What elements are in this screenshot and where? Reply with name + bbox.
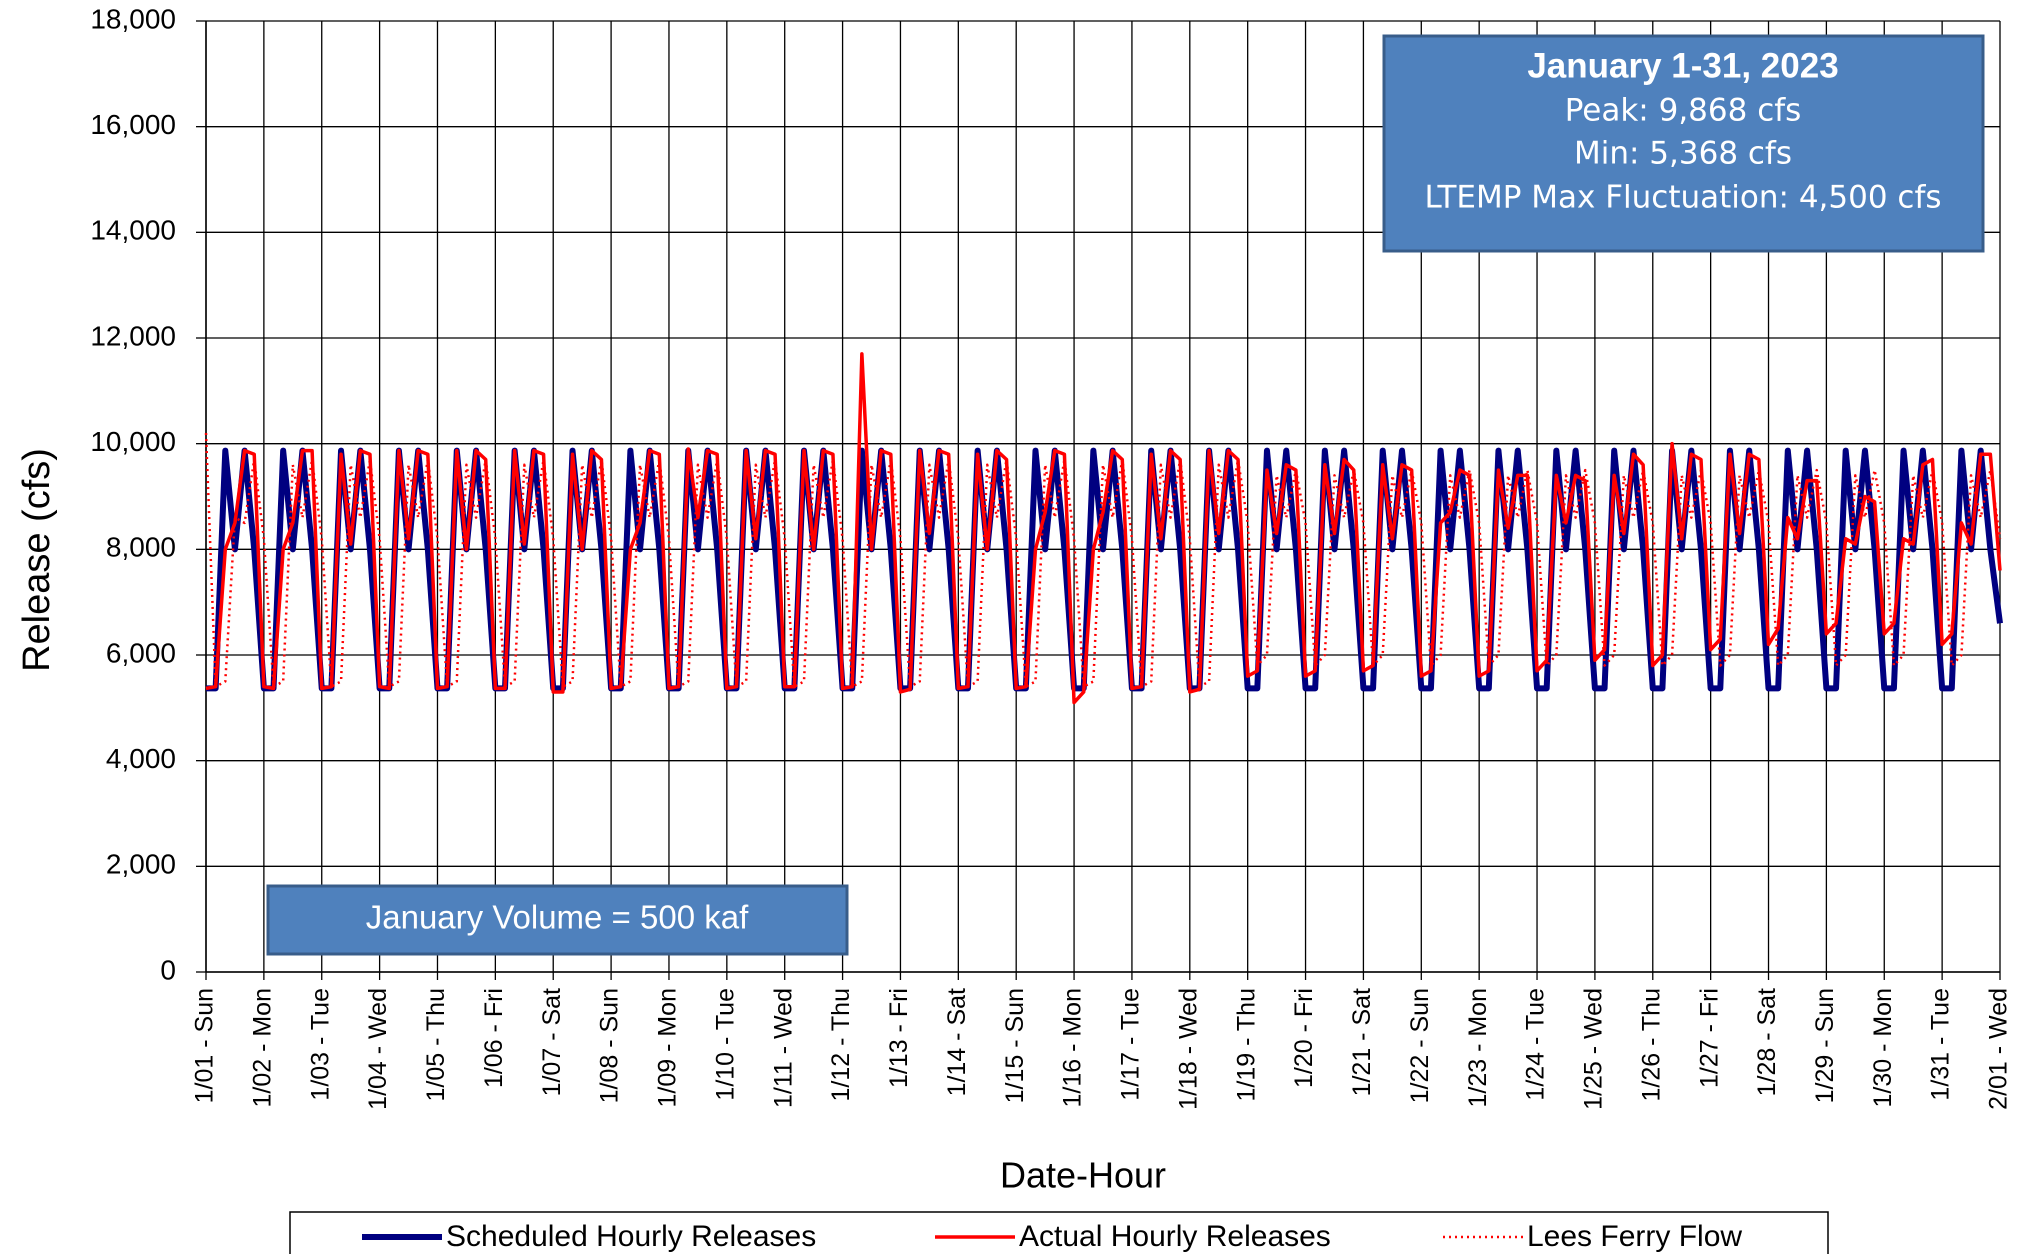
x-tick-label: 1/11 - Wed <box>769 988 797 1108</box>
legend-label: Scheduled Hourly Releases <box>446 1220 816 1253</box>
x-tick-label: 1/09 - Mon <box>654 988 682 1108</box>
x-tick-label: 1/17 - Tue <box>1117 988 1145 1101</box>
x-tick-label: 1/24 - Tue <box>1522 988 1550 1101</box>
x-tick-label: 1/12 - Thu <box>827 988 855 1102</box>
grid: 0 2,000 4,000 6,000 8,000 10,000 12,000 14,000 1… <box>90 3 2012 1109</box>
y-tick-label: 10,000 <box>90 426 176 457</box>
x-tick-label: 1/05 - Thu <box>422 988 450 1102</box>
x-tick-label: 1/19 - Thu <box>1232 988 1260 1102</box>
y-tick-label: 6,000 <box>106 637 176 668</box>
x-tick-label: 1/31 - Tue <box>1927 988 1955 1101</box>
legend-label: Lees Ferry Flow <box>1527 1220 1742 1253</box>
x-tick-label: 1/23 - Mon <box>1464 988 1492 1108</box>
y-tick-label: 4,000 <box>106 743 176 774</box>
x-tick-label: 1/22 - Sun <box>1406 988 1434 1103</box>
x-tick-label: 1/26 - Thu <box>1637 988 1665 1102</box>
y-tick-label: 16,000 <box>90 109 176 140</box>
volume-note: January Volume = 500 kaf <box>366 899 749 936</box>
x-tick-label: 1/28 - Sat <box>1753 988 1781 1096</box>
x-tick-label: 1/25 - Wed <box>1580 988 1608 1110</box>
x-tick-label: 1/14 - Sat <box>943 988 971 1096</box>
summary-box <box>1382 34 1985 253</box>
summary-line: Min: 5,368 cfs <box>1574 136 1792 172</box>
x-tick-label: 1/27 - Fri <box>1695 988 1723 1088</box>
x-tick-label: 1/10 - Tue <box>711 988 739 1101</box>
x-tick-label: 1/08 - Sun <box>596 988 624 1103</box>
x-tick-label: 1/30 - Mon <box>1869 988 1897 1108</box>
y-tick-label: 0 <box>160 954 176 985</box>
summary-title: January 1-31, 2023 <box>1527 46 1838 85</box>
x-tick-label: 1/16 - Mon <box>1059 988 1087 1108</box>
annotations: January 1-31, 2023 Peak: 9,868 cfs Min: … <box>266 34 1985 956</box>
summary-line: Peak: 9,868 cfs <box>1565 93 1802 129</box>
x-tick-label: 1/06 - Fri <box>480 988 508 1088</box>
summary-line: LTEMP Max Fluctuation: 4,500 cfs <box>1424 180 1941 216</box>
x-tick-label: 1/13 - Fri <box>885 988 913 1088</box>
x-tick-label: 1/18 - Wed <box>1174 988 1202 1110</box>
x-tick-label: 1/29 - Sun <box>1811 988 1839 1103</box>
y-tick-label: 14,000 <box>90 215 176 246</box>
x-tick-label: 1/21 - Sat <box>1348 988 1376 1096</box>
y-tick-label: 18,000 <box>90 3 176 34</box>
x-axis-title: Date-Hour <box>1000 1155 1166 1196</box>
y-axis-title: Release (cfs) <box>16 448 58 672</box>
x-tick-label: 1/20 - Fri <box>1290 988 1318 1088</box>
series-line <box>204 433 2002 688</box>
x-tick-label: 1/02 - Mon <box>248 988 276 1108</box>
volume-box <box>266 884 849 956</box>
y-tick-label: 2,000 <box>106 849 176 880</box>
series-line <box>205 352 2002 705</box>
y-tick-label: 12,000 <box>90 320 176 351</box>
x-tick-label: 1/15 - Sun <box>1001 988 1029 1103</box>
x-tick-label: 2/01 - Wed <box>1985 988 2013 1110</box>
series-lines <box>204 352 2003 705</box>
x-tick-label: 1/07 - Sat <box>538 988 566 1096</box>
x-tick-label: 1/04 - Wed <box>364 988 392 1110</box>
legend: Scheduled Hourly Releases Actual Hourly R… <box>362 1220 1742 1253</box>
legend-box <box>289 1211 1829 1254</box>
legend-label: Actual Hourly Releases <box>1019 1220 1331 1253</box>
y-tick-label: 8,000 <box>106 532 176 563</box>
x-tick-label: 1/01 - Sun <box>191 988 219 1103</box>
x-tick-label: 1/03 - Tue <box>306 988 334 1101</box>
